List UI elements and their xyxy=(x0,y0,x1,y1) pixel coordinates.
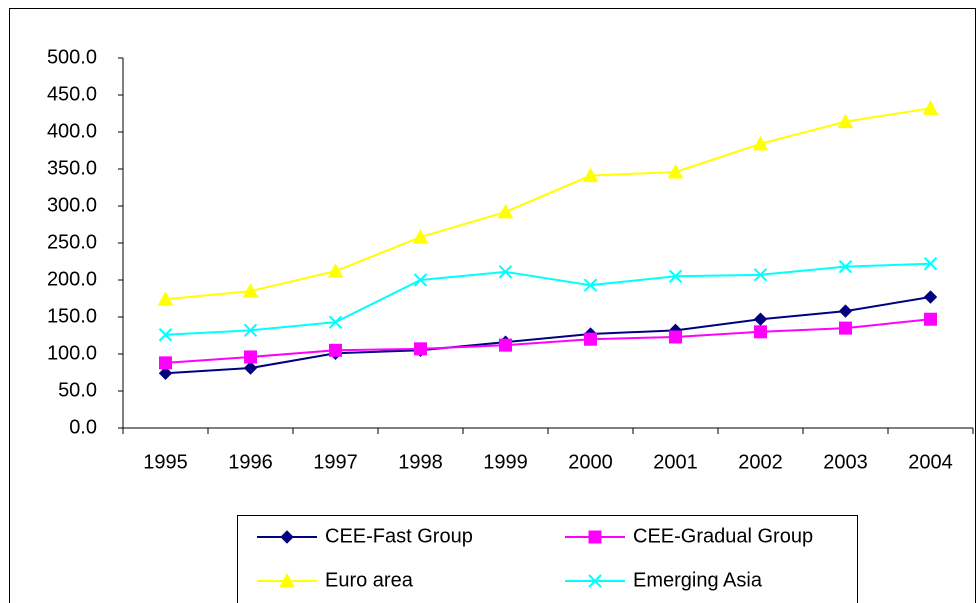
y-tick-label: 450.0 xyxy=(47,83,97,105)
chart-border xyxy=(9,8,976,603)
x-tick-label: 2001 xyxy=(653,451,698,473)
marker xyxy=(588,574,602,588)
marker xyxy=(753,312,768,326)
series-line xyxy=(165,107,931,301)
marker xyxy=(584,332,597,346)
x-tick-label: 1997 xyxy=(313,451,358,473)
marker xyxy=(923,290,938,304)
y-tick-label: 350.0 xyxy=(47,157,97,179)
x-tick-label: 2003 xyxy=(823,451,868,473)
series-line xyxy=(165,318,931,364)
marker xyxy=(667,163,684,179)
marker xyxy=(414,342,427,356)
marker xyxy=(923,257,938,271)
marker xyxy=(924,312,937,326)
marker xyxy=(244,350,257,364)
marker xyxy=(158,328,173,342)
legend-label: CEE-Gradual Group xyxy=(633,525,813,547)
x-tick-label: 2000 xyxy=(568,451,613,473)
marker xyxy=(497,203,514,219)
x-tick-label: 1995 xyxy=(143,451,188,473)
x-tick-label: 1998 xyxy=(398,451,443,473)
marker xyxy=(159,356,172,370)
x-tick-label: 1996 xyxy=(228,451,273,473)
y-tick-label: 500.0 xyxy=(47,46,97,68)
marker xyxy=(499,338,512,352)
y-tick-label: 0.0 xyxy=(69,416,97,438)
x-tick-label: 2002 xyxy=(738,451,783,473)
legend-box xyxy=(237,515,858,603)
marker xyxy=(328,315,343,329)
series-line xyxy=(165,296,931,375)
marker xyxy=(243,323,258,338)
legend-label: Euro area xyxy=(325,569,414,591)
marker xyxy=(754,325,767,339)
marker xyxy=(837,113,854,129)
marker xyxy=(242,283,259,298)
y-tick-label: 150.0 xyxy=(47,305,97,327)
x-tick-label: 2004 xyxy=(908,451,953,473)
marker xyxy=(838,304,853,318)
marker xyxy=(157,291,174,306)
y-tick-label: 200.0 xyxy=(47,268,97,290)
marker xyxy=(588,530,602,544)
legend-label: Emerging Asia xyxy=(633,569,763,591)
marker xyxy=(839,321,852,335)
marker xyxy=(583,278,598,292)
marker xyxy=(413,273,428,287)
marker xyxy=(838,259,853,274)
marker xyxy=(327,263,344,278)
marker xyxy=(753,268,768,282)
marker xyxy=(669,330,682,344)
marker xyxy=(279,572,295,588)
y-tick-label: 100.0 xyxy=(47,342,97,364)
marker xyxy=(752,135,769,151)
marker xyxy=(498,265,513,279)
marker xyxy=(668,269,683,284)
series-line xyxy=(165,262,931,336)
y-tick-label: 400.0 xyxy=(47,120,97,142)
y-tick-label: 50.0 xyxy=(58,379,97,401)
marker xyxy=(412,229,429,244)
marker xyxy=(922,100,939,115)
y-tick-label: 300.0 xyxy=(47,194,97,216)
x-tick-label: 1999 xyxy=(483,451,528,473)
legend-label: CEE-Fast Group xyxy=(325,525,473,547)
marker xyxy=(582,167,599,183)
marker xyxy=(329,343,342,357)
marker xyxy=(158,366,173,380)
marker xyxy=(280,530,294,544)
y-tick-label: 250.0 xyxy=(47,231,97,253)
marker xyxy=(243,361,258,375)
